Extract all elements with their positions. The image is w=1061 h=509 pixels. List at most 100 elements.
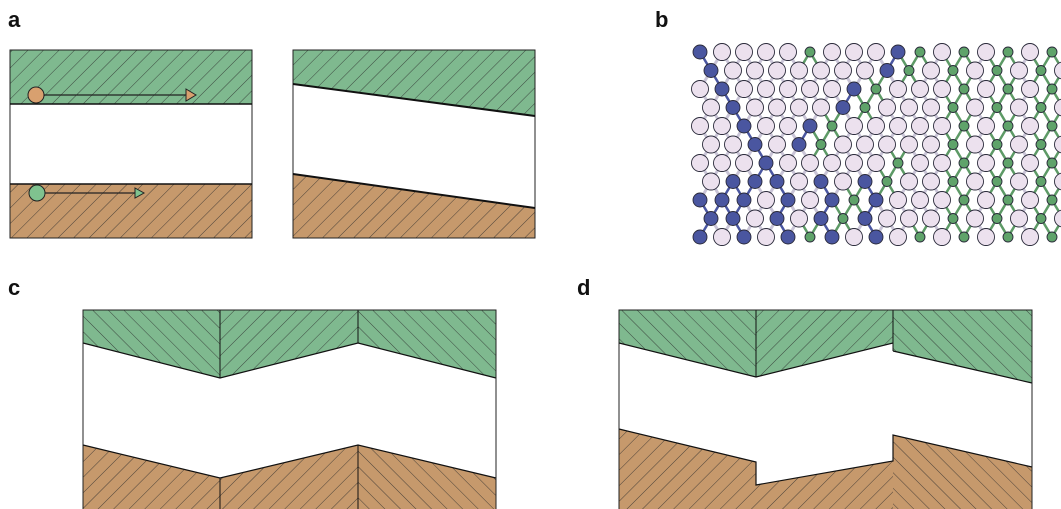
atom-green [1002,231,1014,243]
atom-light [911,154,929,172]
atom-light [790,61,808,80]
atom-light [933,228,951,246]
atom-blue [835,100,851,115]
atom-light [768,135,786,154]
atom-blue [714,81,730,97]
atom-light [1010,61,1028,80]
atom-green [914,46,926,58]
atom-green [1046,231,1058,243]
top-green-wedge [293,50,535,116]
atom-light [845,154,863,172]
atom-blue [857,174,873,189]
atom-green [1035,213,1047,224]
c-top-grain-2 [220,310,358,378]
atom-light [966,135,984,154]
atom-light [790,172,808,191]
atom-light [702,135,720,154]
atom-green [947,102,959,113]
atom-light [856,135,874,154]
atom-light [779,117,797,135]
atom-light [757,80,775,98]
atom-blue [791,137,807,152]
atom-light [889,191,907,209]
atom-light [977,43,995,61]
atom-light [977,191,995,209]
atom-blue [769,174,785,189]
atom-green [958,46,970,58]
atom-light [922,135,940,154]
atom-light [724,61,742,80]
panel-a-right-schematic [292,49,536,239]
bottom-tilted-interface [292,173,536,209]
d-top-grain-3 [893,310,1032,383]
atom-light [922,98,940,117]
bottom-brown-slab [10,184,252,238]
atom-light [966,98,984,117]
panel-c [82,309,497,509]
atom-green [991,102,1003,113]
atom-light [878,98,896,117]
atom-green [837,213,849,224]
atom-light [713,43,731,61]
atom-light [1021,80,1039,98]
atom-blue [692,44,708,60]
atom-blue [857,211,873,226]
atom-green [870,83,882,95]
atom-blue [813,174,829,189]
panel-a [9,49,536,239]
atom-light [922,172,940,191]
atom-light [889,117,907,135]
atom-light [977,154,995,172]
atom-blue [868,192,884,208]
atom-light [823,43,841,61]
atom-light [834,172,852,191]
atom-blue [824,229,840,245]
atom-light [878,209,896,228]
atom-light [966,61,984,80]
lattice-atoms [691,43,1061,246]
atom-green [1046,120,1058,132]
atom-green [903,65,915,76]
bottom-brown-wedge [293,174,535,238]
atom-light [867,43,885,61]
atom-light [801,154,819,172]
atom-light [889,80,907,98]
c-bottom-grain-1 [83,445,220,509]
atom-light [900,172,918,191]
atom-light [1010,172,1028,191]
atom-blue [890,44,906,60]
green-circle-marker [28,184,46,202]
atom-light [735,154,753,172]
atom-light [768,98,786,117]
middle-gap-wedge [293,84,535,208]
atom-light [713,117,731,135]
atom-light [933,80,951,98]
atom-green [958,194,970,206]
atom-light [757,191,775,209]
middle-gap [10,104,252,184]
atom-light [823,80,841,98]
c-top-grain-3 [358,310,496,378]
c-frame [82,309,497,509]
atom-light [1021,191,1039,209]
atom-blue [824,192,840,208]
atom-light [691,80,709,98]
panel-label-b: b [655,7,668,32]
atom-green [1035,176,1047,187]
atom-light [911,191,929,209]
panel-label-a: a [8,7,21,32]
d-frame [618,309,1033,509]
atom-light [834,61,852,80]
atom-light [702,172,720,191]
atom-light [933,43,951,61]
atom-green [958,231,970,243]
sliding-arrow-top [27,86,197,104]
atom-light [845,117,863,135]
atom-blue [714,192,730,208]
atom-blue [703,211,719,226]
atom-green [1035,139,1047,150]
atom-blue [725,174,741,189]
atom-green [958,120,970,132]
atom-green [1046,157,1058,169]
